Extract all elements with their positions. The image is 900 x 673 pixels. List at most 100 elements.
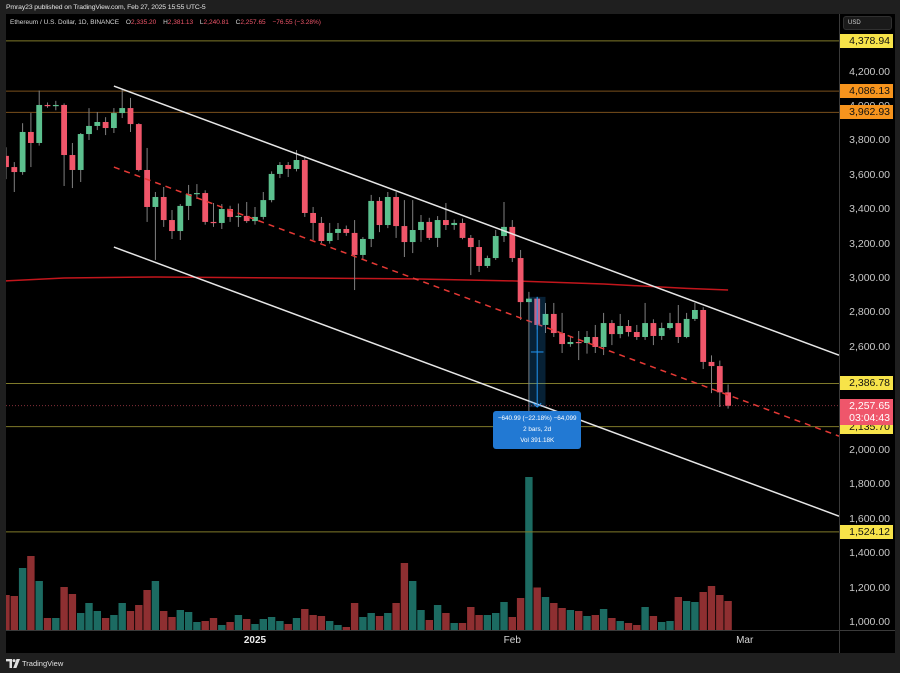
candle (28, 112, 34, 168)
candle (700, 307, 707, 369)
volume-bar (666, 621, 674, 630)
candle-body (409, 230, 416, 243)
candle-body (194, 193, 200, 195)
volume-bars (6, 477, 732, 630)
level-price-label: 1,524.12 (840, 524, 893, 539)
candle-body (86, 125, 92, 135)
volume-bar (209, 618, 218, 630)
price-tick-label: 4,200.00 (849, 65, 890, 78)
moving-average-line (6, 276, 729, 291)
volume-bar (35, 581, 43, 630)
tradingview-logo[interactable]: TradingView (6, 658, 63, 669)
candle (277, 162, 283, 179)
candle-body (683, 318, 690, 337)
candle (434, 216, 441, 248)
volume-bar (251, 624, 259, 630)
price-tick-label: 3,800.00 (849, 134, 890, 147)
candle (326, 222, 333, 244)
candle-body (584, 336, 590, 344)
candle-body (318, 222, 325, 242)
volume-bar (475, 615, 483, 630)
candle-body (19, 131, 26, 173)
volume-bar (458, 623, 467, 630)
candle (633, 324, 640, 340)
candle-body (111, 113, 117, 129)
candle-body (77, 134, 84, 170)
volume-bar (43, 618, 52, 630)
candle (351, 220, 358, 291)
candle (692, 302, 698, 321)
candle (218, 204, 225, 229)
candle-body (44, 104, 51, 107)
open-value: 2,335.20 (130, 19, 157, 26)
candle-body (675, 323, 682, 337)
candle-body (243, 215, 250, 222)
candle-body (517, 258, 524, 303)
candle (169, 210, 175, 239)
measure-tool (528, 296, 546, 408)
candle-body (592, 336, 599, 347)
candle (252, 206, 258, 225)
channel-midline-dashed (113, 166, 839, 437)
candle-body (368, 200, 375, 239)
volume-bar (218, 625, 226, 630)
candle-body (484, 258, 491, 266)
candle (526, 291, 532, 425)
candle (625, 319, 632, 337)
volume-bar (259, 619, 267, 630)
candle (426, 217, 433, 240)
candle (509, 220, 516, 263)
measure-tooltip: −640.99 (−22.18%) −64,099 2 bars, 2d Vol… (493, 411, 582, 450)
candle (609, 319, 615, 346)
candle-body (650, 323, 657, 336)
candle-body (509, 226, 516, 259)
candle (484, 255, 491, 269)
volume-bar (492, 613, 500, 630)
candle (401, 200, 408, 258)
candle (260, 192, 267, 220)
close-label: C (235, 19, 241, 26)
candle-body (351, 232, 358, 255)
candle-body (69, 155, 76, 170)
moving-average (6, 276, 729, 291)
candle (160, 187, 167, 227)
candle (11, 162, 18, 192)
candle (301, 157, 308, 217)
horizontal-levels (6, 40, 839, 533)
volume-bar (317, 616, 326, 630)
candle-body (459, 222, 466, 238)
candle (617, 313, 624, 339)
candle (584, 330, 590, 354)
price-tick-label: 2,800.00 (849, 306, 890, 319)
volume-bar (309, 615, 317, 630)
volume-bar (276, 621, 284, 630)
candle (650, 319, 657, 346)
volume-bar (608, 618, 616, 630)
candle (144, 147, 150, 222)
candle-body (492, 236, 499, 259)
volume-bar (417, 610, 425, 630)
volume-bar (658, 622, 666, 630)
volume-bar (342, 627, 350, 630)
price-tick-label: 2,600.00 (849, 340, 890, 353)
candle-body (376, 200, 383, 226)
volume-bar (682, 601, 691, 630)
price-tick-label: 2,000.00 (849, 444, 890, 456)
candle-body (434, 220, 441, 238)
volume-bar (442, 613, 450, 630)
candle (376, 197, 383, 233)
candle-body (617, 325, 624, 335)
candle-body (559, 333, 565, 345)
volume-bar (599, 609, 608, 630)
candle (335, 222, 341, 240)
candle-body (567, 341, 574, 345)
candle-body (343, 228, 350, 233)
volume-bar (118, 603, 126, 630)
price-tick-label: 1,800.00 (849, 478, 890, 491)
candle (177, 204, 184, 240)
candle (69, 142, 76, 189)
volume-bar (60, 587, 68, 630)
candle-body (94, 121, 101, 126)
candle-body (127, 108, 134, 125)
volume-bar (400, 563, 409, 630)
